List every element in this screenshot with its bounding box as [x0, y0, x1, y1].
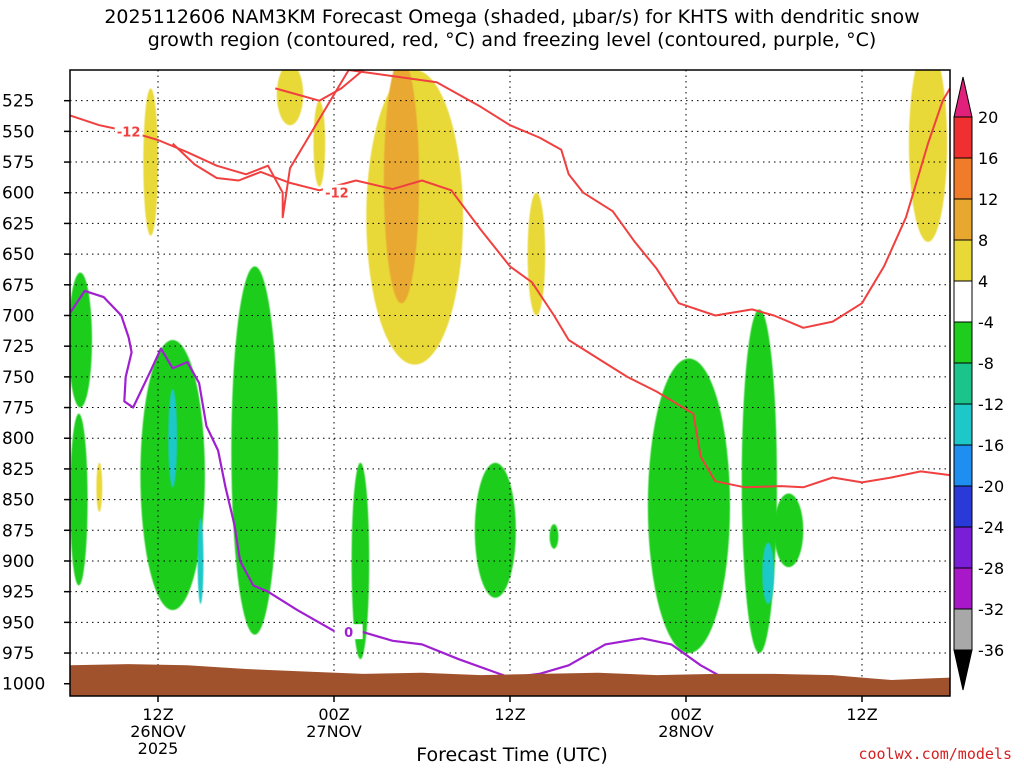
dgz-contour-1-label-bg — [322, 184, 351, 200]
colorbar-swatch-8 — [953, 444, 973, 487]
colorbar-label-2: 12 — [978, 190, 998, 209]
x-tick-label-2: 12Z — [494, 705, 525, 724]
omega-region-0-6 — [96, 462, 103, 512]
dgz-contour-2 — [348, 70, 950, 329]
colorbar-label-8: -16 — [978, 436, 1004, 455]
colorbar-label-3: 8 — [978, 231, 988, 250]
omega-region-2-1 — [70, 413, 88, 586]
colorbar-label-5: -4 — [978, 313, 994, 332]
colorbar-label-9: -20 — [978, 477, 1004, 496]
omega-region-1-0 — [383, 70, 420, 304]
freezing-contour-0 — [70, 289, 738, 680]
colorbar-bottom-arrow — [953, 649, 973, 691]
omega-shading — [70, 70, 948, 660]
chart-title-line1: 2025112606 NAM3KM Forecast Omega (shaded… — [104, 6, 920, 28]
y-tick-label-3: 600 — [2, 184, 34, 204]
colorbar-label-4: 4 — [978, 272, 988, 291]
x-tick-label-4: 12Z — [846, 705, 877, 724]
terrain — [70, 664, 950, 696]
x-tick-label-3: 00Z — [670, 705, 701, 724]
freezing-contour-0-label: 0 — [344, 626, 353, 641]
omega-region-3-1 — [197, 518, 204, 604]
omega-region-2-4 — [351, 462, 370, 660]
colorbar-swatch-10 — [953, 526, 973, 569]
y-tick-label-7: 700 — [2, 306, 34, 326]
colorbar-swatch-1 — [953, 157, 973, 200]
dgz-contour-0-label-bg — [114, 123, 143, 139]
colorbar-swatch-4 — [953, 280, 973, 323]
x-tick-year-0: 2025 — [138, 739, 179, 758]
contour-lines: -12 -12 0 — [70, 70, 950, 680]
terrain-fill — [70, 664, 950, 696]
dgz-contour-0 — [70, 70, 350, 219]
y-tick-label-8: 725 — [2, 337, 34, 357]
dgz-contour-3 — [275, 70, 364, 102]
colorbar-swatch-6 — [953, 362, 973, 405]
omega-region-2-9 — [774, 493, 804, 568]
colorbar-top-arrow — [953, 76, 973, 118]
colorbar-label-12: -32 — [978, 600, 1004, 619]
colorbar-label-7: -12 — [978, 395, 1004, 414]
omega-region-2-8 — [741, 309, 777, 654]
freezing-contour-0-label-bg — [334, 624, 363, 640]
colorbar-swatch-0 — [953, 116, 973, 159]
y-tick-label-13: 850 — [2, 491, 34, 511]
y-tick-label-17: 950 — [2, 613, 34, 633]
omega-region-0-1 — [276, 70, 304, 126]
y-tick-label-18: 975 — [2, 644, 34, 664]
colorbar-swatch-12 — [953, 608, 973, 651]
y-tick-label-6: 675 — [2, 276, 34, 296]
y-tick-label-4: 625 — [2, 214, 34, 234]
x-tick-label-1: 00Z — [318, 705, 349, 724]
colorbar-swatch-11 — [953, 567, 973, 610]
y-tick-label-2: 575 — [2, 153, 34, 173]
y-tick-label-5: 650 — [2, 245, 34, 265]
y-tick-label-15: 900 — [2, 552, 34, 572]
colorbar-swatch-7 — [953, 403, 973, 446]
x-tick-label-0: 12Z — [142, 705, 173, 724]
omega-region-2-6 — [549, 524, 559, 549]
omega-region-3-0 — [168, 389, 178, 488]
y-tick-label-11: 800 — [2, 429, 34, 449]
colorbar-swatch-2 — [953, 198, 973, 241]
omega-region-2-7 — [647, 358, 730, 654]
omega-region-2-3 — [231, 266, 279, 635]
y-tick-label-1: 550 — [2, 122, 34, 142]
colorbar-label-1: 16 — [978, 149, 998, 168]
dgz-contour-1-label: -12 — [325, 187, 349, 202]
chart-title: 2025112606 NAM3KM Forecast Omega (shaded… — [0, 6, 1024, 52]
colorbar-swatch-9 — [953, 485, 973, 528]
x-tick-date-0: 26NOV — [130, 722, 186, 741]
y-tick-label-9: 750 — [2, 368, 34, 388]
dgz-contour-1 — [172, 142, 950, 489]
colorbar-swatch-5 — [953, 321, 973, 364]
chart-title-line2: growth region (contoured, red, °C) and f… — [147, 29, 877, 51]
x-tick-date-1: 27NOV — [306, 722, 362, 741]
y-tick-label-16: 925 — [2, 583, 34, 603]
omega-region-0-0 — [143, 88, 159, 236]
x-axis-label: Forecast Time (UTC) — [416, 744, 608, 766]
watermark: coolwx.com/models — [858, 745, 1012, 763]
colorbar-label-13: -36 — [978, 641, 1004, 660]
y-tick-label-19: 1000 — [2, 675, 45, 695]
y-axis: 525 550 575 600 625 650 675 700 725 750 775 800 825 8… — [2, 92, 70, 695]
omega-region-3-2 — [762, 542, 775, 604]
y-tick-label-0: 525 — [2, 92, 34, 112]
omega-region-2-5 — [474, 462, 516, 598]
colorbar: 20 16 12 8 4 -4 -8 -12 -16 -20 -24 -28 -32 -36 — [953, 76, 1004, 691]
colorbar-label-0: 20 — [978, 108, 998, 127]
dgz-contour-0-label: -12 — [117, 125, 141, 140]
colorbar-label-11: -28 — [978, 559, 1004, 578]
x-tick-date-3: 28NOV — [658, 722, 714, 741]
y-tick-label-14: 875 — [2, 521, 34, 541]
colorbar-swatch-3 — [953, 239, 973, 282]
y-tick-label-12: 825 — [2, 460, 34, 480]
y-tick-label-10: 775 — [2, 399, 34, 419]
colorbar-label-6: -8 — [978, 354, 994, 373]
grid-lines — [70, 70, 950, 696]
colorbar-label-10: -24 — [978, 518, 1004, 537]
